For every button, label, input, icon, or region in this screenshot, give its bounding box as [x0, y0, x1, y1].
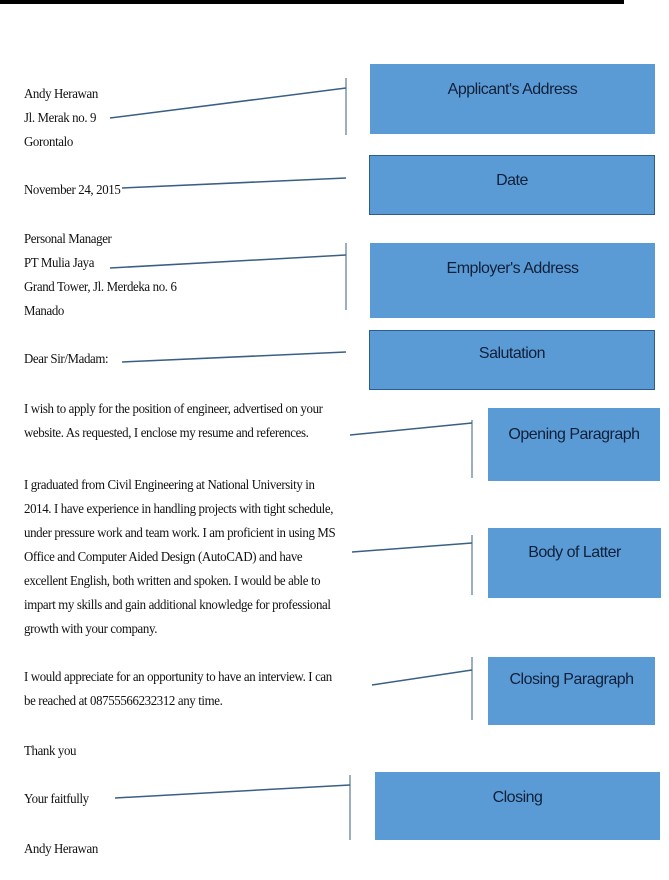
label-closing-paragraph: Closing Paragraph [488, 657, 655, 725]
opening-line: website. As requested, I enclose my resu… [24, 426, 309, 441]
connector-applicant [109, 87, 347, 119]
applicant-street: Jl. Merak no. 9 [24, 111, 97, 126]
connector-closing-paragraph [371, 669, 473, 686]
connector-body [351, 542, 473, 553]
thanks-text: Thank you [24, 744, 77, 759]
salutation-text: Dear Sir/Madam: [24, 352, 109, 367]
employer-title: Personal Manager [24, 232, 112, 247]
label-closing: Closing [375, 772, 660, 840]
opening-line: I wish to apply for the position of engi… [24, 402, 323, 417]
body-line: I graduated from Civil Engineering at Na… [24, 478, 315, 493]
employer-company: PT Mulia Jaya [24, 256, 95, 271]
employer-city: Manado [24, 304, 65, 319]
applicant-name: Andy Herawan [24, 87, 98, 102]
signature-text: Andy Herawan [24, 842, 98, 857]
closing-paragraph-line: I would appreciate for an opportunity to… [24, 670, 332, 685]
body-line: under pressure work and team work. I am … [24, 526, 336, 541]
letter-date: November 24, 2015 [24, 183, 121, 198]
label-salutation: Salutation [369, 330, 655, 390]
closing-paragraph-line: be reached at 08755566232312 any time. [24, 694, 223, 709]
closing-text: Your faitfully [24, 792, 89, 807]
body-line: excellent English, both written and spok… [24, 574, 321, 589]
body-line: Office and Computer Aided Design (AutoCA… [24, 550, 303, 565]
connector-opening [349, 422, 473, 436]
connector-salutation [121, 351, 347, 363]
label-opening-paragraph: Opening Paragraph [488, 408, 660, 481]
label-applicant-address: Applicant's Address [370, 64, 655, 134]
label-employer-address: Employer's Address [370, 243, 655, 318]
label-body: Body of Latter [488, 528, 661, 598]
body-line: 2014. I have experience in handling proj… [24, 502, 334, 517]
connector-date [121, 177, 347, 189]
connector-closing [114, 784, 351, 799]
body-line: impart my skills and gain additional kno… [24, 598, 331, 613]
employer-street: Grand Tower, Jl. Merdeka no. 6 [24, 280, 177, 295]
top-rule [0, 0, 624, 4]
connector-employer [109, 254, 347, 269]
label-date: Date [369, 155, 655, 215]
body-line: growth with your company. [24, 622, 158, 637]
applicant-city: Gorontalo [24, 135, 73, 150]
